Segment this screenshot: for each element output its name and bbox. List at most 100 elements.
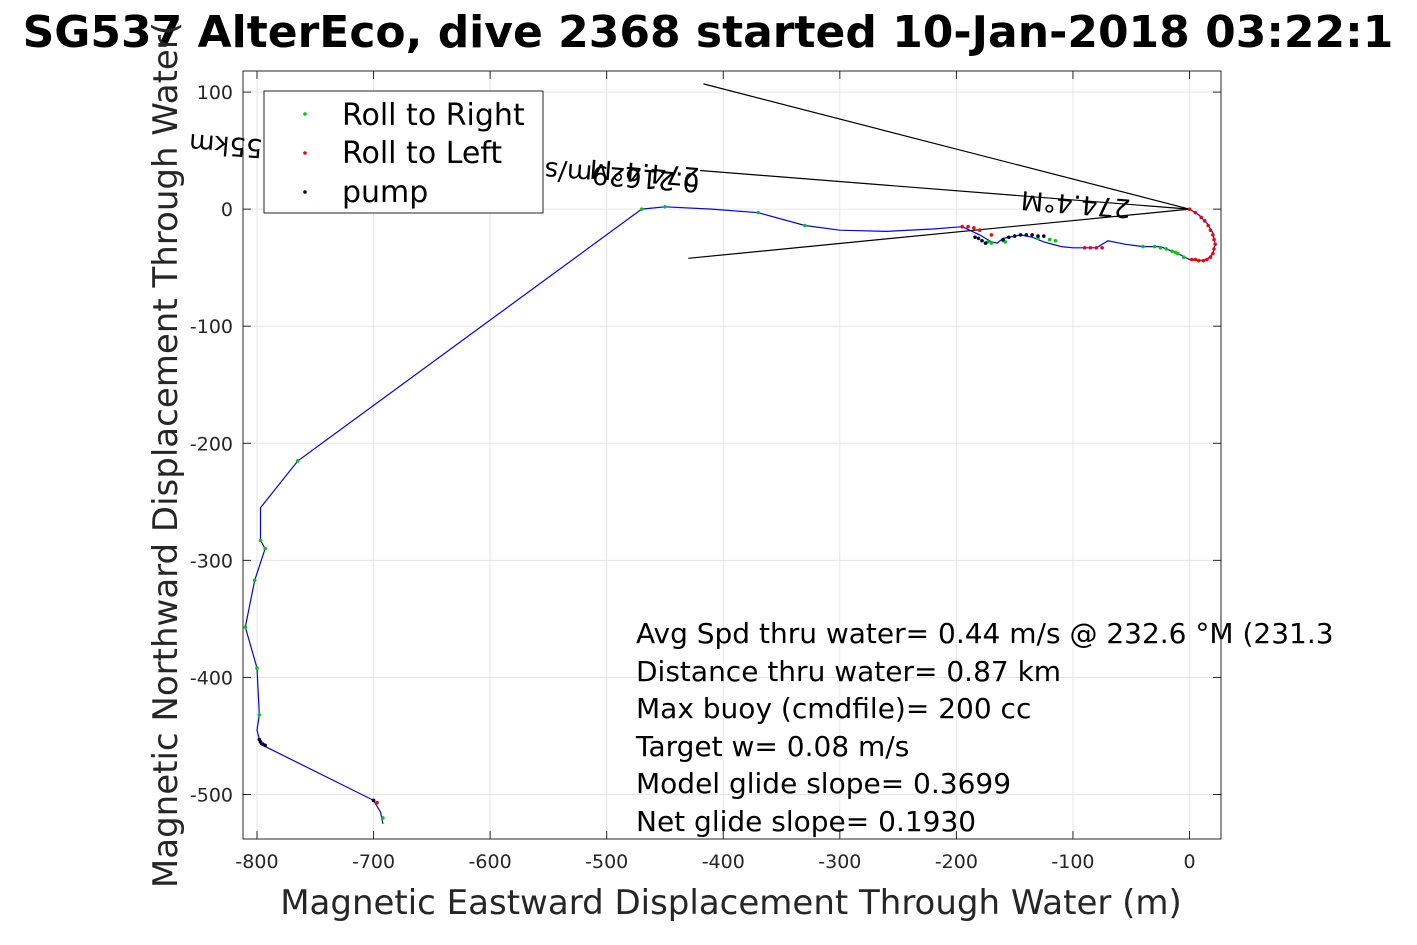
legend-roll-right-marker [303, 112, 307, 116]
roll-left-point [1082, 245, 1087, 250]
pump-point [1018, 233, 1023, 237]
pump-point [263, 743, 267, 748]
roll-right-point [803, 223, 807, 228]
roll-right-point [252, 578, 257, 583]
chart-title: SG537 AlterEco, dive 2368 started 10-Jan… [23, 7, 1394, 58]
stats-annotations: Avg Spd thru water= 0.44 m/s @ 232.6 °M … [635, 617, 1334, 838]
roll-markers [243, 205, 1217, 820]
y-tick-label: -500 [190, 785, 233, 807]
pump-point [371, 798, 376, 803]
y-tick-label: 100 [197, 82, 233, 104]
roll-right-point [1181, 255, 1186, 259]
legend-pump-label: pump [342, 175, 428, 210]
pump-point [1036, 234, 1040, 238]
legend: Roll to Right Roll to Left pump [263, 90, 544, 214]
legend-roll-left-label: Roll to Left [342, 136, 502, 171]
roll-right-point [989, 241, 994, 245]
legend-roll-right-label: Roll to Right [342, 98, 525, 133]
roll-left-point [1212, 247, 1216, 251]
roll-left-point [1197, 258, 1201, 263]
annotation-max-buoy: Max buoy (cmdfile)= 200 cc [636, 692, 1031, 725]
annotation-target-w: Target w= 0.08 m/s [635, 730, 909, 763]
roll-right-point [663, 205, 667, 209]
vector-line [688, 208, 1190, 259]
roll-left-point [1193, 210, 1198, 215]
annotation-net-glide: Net glide slope= 0.1930 [636, 805, 976, 838]
y-tick-label: 0 [221, 199, 233, 221]
y-tick-label: -400 [190, 667, 233, 689]
legend-box [263, 90, 544, 214]
pump-point [983, 241, 988, 245]
roll-right-point [1164, 247, 1169, 251]
roll-left-point [1208, 228, 1213, 233]
x-tick-label: -800 [235, 851, 278, 873]
vector-line [699, 169, 1190, 210]
roll-right-point [257, 713, 262, 717]
pump-point [973, 235, 977, 240]
roll-left-point [1202, 219, 1207, 223]
roll-right-point [639, 207, 644, 211]
roll-left-point [1205, 257, 1209, 262]
x-tick-label: -300 [818, 851, 861, 873]
roll-right-point [756, 210, 761, 215]
y-axis-label: Magnetic Northward Displacement Through … [146, 22, 186, 888]
vector-line [703, 83, 1190, 210]
y-tick-label: -200 [190, 433, 233, 455]
axis-ticks: -800 -700 -600 -500 -400 -300 -200 -100 0 100 0 -10… [190, 71, 1221, 873]
annotation-avg-speed: Avg Spd thru water= 0.44 m/s @ 232.6 °M … [636, 617, 1334, 650]
pump-point [1012, 234, 1017, 238]
roll-right-point [1047, 237, 1052, 242]
roll-left-point [1211, 251, 1215, 256]
x-tick-label: -700 [352, 851, 395, 873]
roll-right-point [1158, 245, 1163, 250]
roll-right-point [243, 625, 248, 629]
roll-left-point [1187, 207, 1192, 211]
y-tick-label: -100 [190, 316, 233, 338]
roll-right-point [1141, 244, 1145, 249]
plot-frame [242, 70, 1222, 840]
roll-right-point [1170, 249, 1174, 254]
pump-point [1042, 234, 1046, 238]
roll-left-point [1201, 258, 1206, 263]
pump-point [1001, 237, 1005, 242]
roll-left-point [1190, 257, 1194, 262]
roll-left-point [1206, 223, 1210, 228]
pump-point [1030, 233, 1034, 237]
roll-left-point [1199, 215, 1203, 220]
roll-right-point [258, 538, 263, 543]
roll-right-point [1053, 238, 1058, 243]
annotation-distance: Distance thru water= 0.87 km [636, 655, 1061, 688]
roll-right-point [1152, 244, 1157, 249]
roll-left-point [972, 226, 976, 230]
roll-left-point [960, 224, 965, 229]
x-tick-label: -500 [585, 851, 628, 873]
roll-right-point [263, 546, 267, 551]
roll-right-point [1176, 251, 1180, 256]
roll-left-point [1094, 245, 1099, 250]
x-tick-label: -400 [702, 851, 745, 873]
roll-left-point [1212, 237, 1216, 242]
roll-left-point [375, 800, 379, 805]
legend-roll-left-marker [303, 151, 307, 155]
roll-left-point [1088, 245, 1093, 250]
x-axis-label: Magnetic Eastward Displacement Through W… [280, 883, 1182, 923]
roll-right-point [381, 816, 385, 820]
pump-point [976, 236, 981, 241]
legend-pump-marker [303, 190, 307, 194]
x-tick-label: -200 [935, 851, 978, 873]
pump-point [1007, 235, 1011, 240]
annotation-model-glide: Model glide slope= 0.3699 [636, 767, 1011, 800]
x-tick-label: -600 [469, 851, 512, 873]
roll-left-point [966, 224, 970, 229]
roll-left-point [1213, 242, 1217, 247]
y-tick-label: -300 [190, 550, 233, 572]
x-tick-label: -100 [1051, 851, 1094, 873]
vector-lines [688, 83, 1190, 259]
roll-left-point [1100, 245, 1104, 250]
roll-left-point [989, 233, 994, 237]
pump-point [257, 737, 262, 742]
roll-right-point [255, 666, 259, 670]
roll-right-point [295, 459, 300, 463]
roll-left-point [977, 228, 982, 233]
